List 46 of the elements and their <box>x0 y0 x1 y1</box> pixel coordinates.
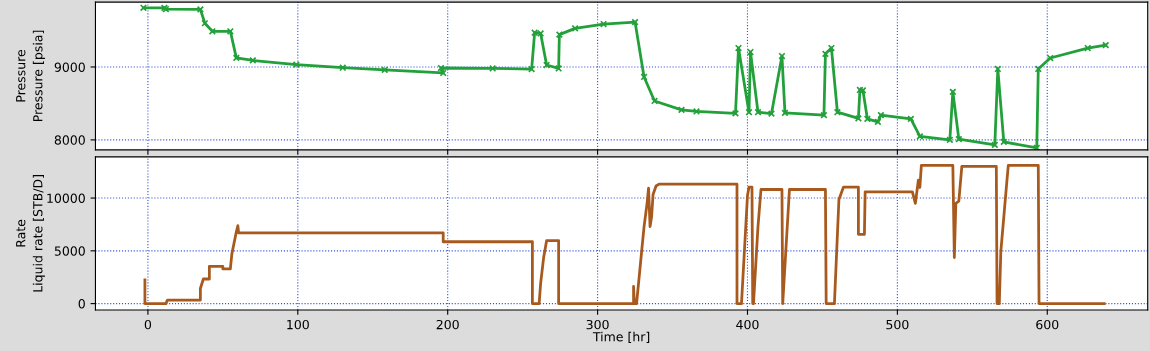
point <box>949 88 957 96</box>
point <box>208 27 216 35</box>
x-tick-label: 100 <box>287 319 309 330</box>
point <box>820 111 828 119</box>
text: Rate <box>16 219 26 247</box>
point <box>877 111 885 119</box>
point <box>692 107 701 116</box>
point <box>339 64 347 72</box>
point <box>778 52 786 60</box>
point <box>196 5 204 14</box>
point <box>1102 41 1110 49</box>
point <box>994 65 1002 73</box>
point <box>437 64 445 72</box>
point <box>631 18 639 26</box>
x-tick-label: 300 <box>586 319 609 330</box>
point <box>731 109 740 118</box>
y-tick-label: 9000 <box>54 62 85 72</box>
point <box>555 64 563 73</box>
x-axis-title: Time [hr] <box>592 331 650 343</box>
point <box>907 115 915 123</box>
point <box>201 19 209 27</box>
point <box>767 110 776 118</box>
x-tick-label: 0 <box>144 319 152 330</box>
point <box>640 73 648 81</box>
y-axis-title: Pressure [psia] <box>32 30 45 122</box>
y-axis-title: Liquid rate [STB/D] <box>32 175 45 292</box>
point <box>1000 138 1008 146</box>
x-tick-label: 500 <box>886 319 909 330</box>
point <box>226 27 234 35</box>
point <box>381 66 389 74</box>
point <box>439 69 447 77</box>
point <box>874 118 882 126</box>
y-tick-label: 10000 <box>47 193 85 203</box>
text: Pressure <box>16 49 26 102</box>
point <box>991 141 999 149</box>
line-series <box>143 163 1106 305</box>
x-tick-label: 400 <box>736 319 759 330</box>
x-tick-label: 600 <box>1036 319 1059 330</box>
x-tick-label: 200 <box>436 319 459 330</box>
point <box>489 64 497 73</box>
y-tick-label: 8000 <box>54 135 85 145</box>
y-tick-label: 5000 <box>54 246 85 256</box>
point <box>555 31 563 39</box>
point <box>292 60 300 69</box>
point <box>781 109 789 117</box>
y-tick-label: 0 <box>78 299 85 309</box>
